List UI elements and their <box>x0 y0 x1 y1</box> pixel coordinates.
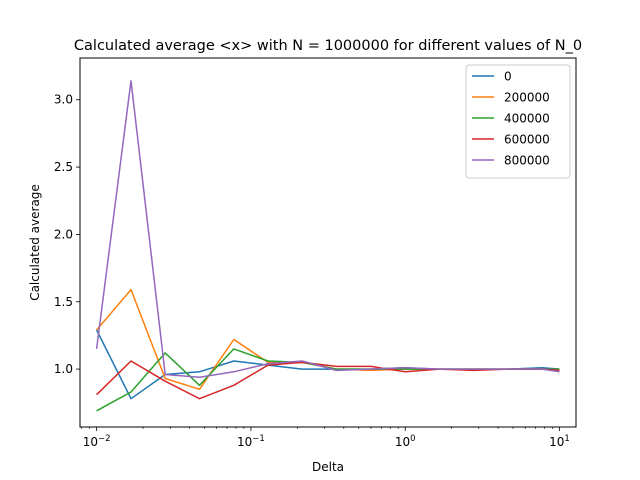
x-axis-label: Delta <box>312 460 344 474</box>
y-tick-label: 3.0 <box>54 93 73 107</box>
y-tick-label: 2.0 <box>54 227 73 241</box>
x-tick-label: 10−2 <box>83 434 111 449</box>
x-tick-label: 100 <box>395 434 416 449</box>
y-tick-label: 1.5 <box>54 295 73 309</box>
legend-label: 400000 <box>504 112 550 126</box>
y-tick-label: 2.5 <box>54 160 73 174</box>
series-line-3 <box>96 360 560 400</box>
legend-label: 600000 <box>504 133 550 147</box>
legend-label: 0 <box>504 70 512 84</box>
series-line-2 <box>96 348 560 412</box>
plot-frame <box>79 57 577 428</box>
plot-series <box>95 80 560 412</box>
x-tick-label: 101 <box>549 434 570 449</box>
y-axis-label: Calculated average <box>28 184 42 301</box>
legend-label: 200000 <box>504 91 550 105</box>
legend-box <box>465 64 571 179</box>
x-tick-label: 10−1 <box>237 434 265 449</box>
chart-title: Calculated average <x> with N = 1000000 … <box>74 38 582 54</box>
y-axis: 1.0 1.5 2.0 2.5 3.0 <box>54 93 80 376</box>
x-axis: 10−2 10−1 100 101 <box>81 427 570 449</box>
series-line-0 <box>95 329 560 400</box>
legend: 0 200000 400000 600000 800000 <box>465 64 571 179</box>
y-tick-label: 1.0 <box>54 362 73 376</box>
legend-label: 800000 <box>504 154 550 168</box>
series-line-4 <box>95 80 560 378</box>
